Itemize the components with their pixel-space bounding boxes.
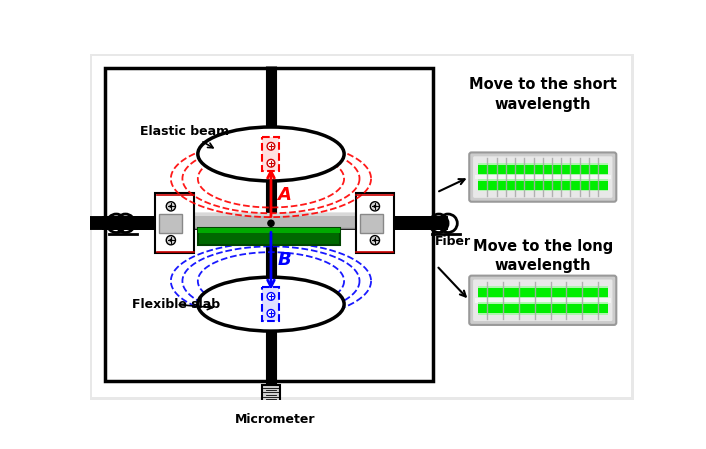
Bar — [105, 68, 433, 381]
Ellipse shape — [198, 127, 344, 181]
Circle shape — [166, 202, 176, 211]
Text: Fiber: Fiber — [435, 235, 471, 248]
Bar — [478, 163, 608, 175]
Circle shape — [267, 159, 275, 167]
Circle shape — [267, 309, 275, 317]
Circle shape — [169, 239, 172, 242]
Bar — [198, 228, 340, 245]
Text: Move to the long
wavelength: Move to the long wavelength — [472, 239, 613, 273]
Bar — [474, 298, 611, 303]
Bar — [259, 407, 282, 414]
FancyBboxPatch shape — [473, 279, 613, 321]
Bar — [160, 212, 386, 216]
Circle shape — [169, 205, 172, 208]
Text: Micrometer: Micrometer — [234, 413, 315, 426]
Circle shape — [267, 142, 275, 150]
Circle shape — [373, 239, 376, 242]
Bar — [474, 175, 611, 180]
Bar — [478, 288, 608, 297]
Bar — [155, 193, 194, 253]
Text: Move to the short
wavelength: Move to the short wavelength — [469, 77, 617, 112]
Bar — [262, 385, 280, 412]
Circle shape — [370, 202, 380, 211]
Text: A: A — [277, 186, 291, 204]
Bar — [478, 180, 608, 189]
Text: Elastic beam: Elastic beam — [140, 125, 229, 148]
Bar — [263, 287, 280, 321]
Bar — [478, 179, 608, 191]
Bar — [478, 165, 608, 173]
FancyBboxPatch shape — [469, 153, 616, 202]
Circle shape — [370, 236, 380, 245]
Circle shape — [373, 205, 376, 208]
Bar — [478, 302, 608, 315]
FancyBboxPatch shape — [469, 276, 616, 325]
Bar — [478, 304, 608, 313]
Bar — [160, 214, 182, 233]
Circle shape — [268, 220, 274, 226]
FancyBboxPatch shape — [473, 156, 613, 198]
Bar — [160, 212, 386, 228]
Bar — [356, 193, 394, 253]
Bar — [478, 286, 608, 299]
Bar — [263, 137, 280, 171]
Text: Flexible slab: Flexible slab — [132, 298, 220, 311]
Bar — [359, 214, 383, 233]
Bar — [198, 228, 340, 233]
Text: B: B — [277, 251, 291, 269]
Ellipse shape — [198, 277, 344, 331]
Circle shape — [166, 236, 176, 245]
Circle shape — [267, 293, 275, 300]
